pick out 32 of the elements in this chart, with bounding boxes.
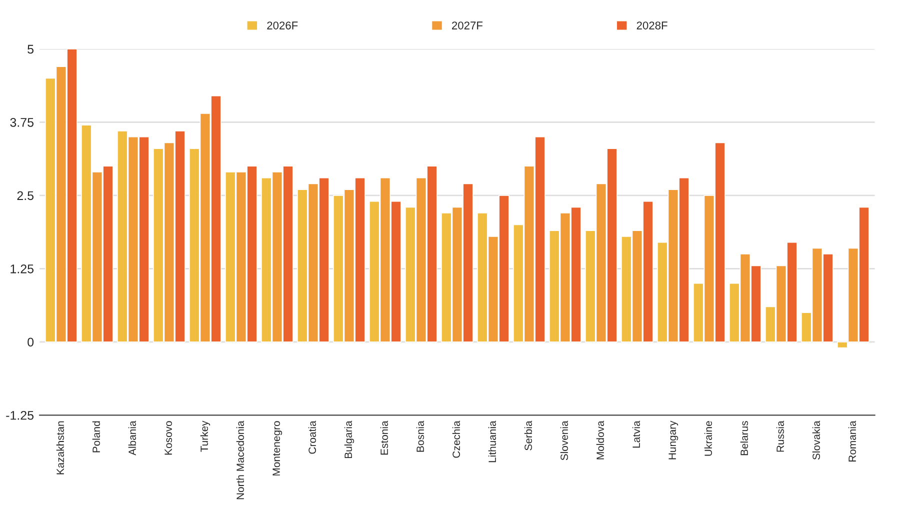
x-tick-label: Hungary [668,420,678,460]
x-tick-label: Bulgaria [344,420,354,458]
x-tick-label: Lithuania [488,420,496,462]
y-tick-label: -1.25 [6,410,34,420]
x-tick-label: Bosnia [416,420,424,452]
x-tick-label: Montenegro [272,421,282,476]
x-tick-label: Belarus [740,421,748,456]
legend-label: 2027F [452,22,483,30]
x-tick-label: Romania [848,420,856,462]
x-tick-label: Kosovo [164,421,172,455]
legend-label: 2026F [267,22,298,30]
x-tick-label: North Macedonia [236,420,244,500]
x-tick-label: Moldova [596,420,604,460]
x-tick-label: Estonia [380,420,388,455]
x-tick-label: Czechia [452,420,460,458]
x-tick-label: Serbia [524,420,532,450]
x-tick-label: Latvia [632,420,640,448]
x-tick-label: Kazakhstan [56,421,64,474]
x-tick-label: Slovenia [560,420,568,460]
legend-label: 2028F [636,22,668,30]
x-tick-label: Poland [92,421,100,452]
x-tick-label: Turkey [200,420,210,452]
x-tick-label: Croatia [308,420,316,454]
y-tick-label: 3.75 [10,118,34,127]
y-tick-label: 1.25 [10,264,34,274]
y-tick-label: 0 [28,338,34,347]
x-tick-label: Slovakia [812,420,820,460]
y-tick-label: 2.5 [17,191,34,200]
x-tick-label: Ukraine [704,421,712,456]
x-tick-label: Russia [776,420,784,452]
y-tick-label: 5 [28,44,34,54]
x-tick-label: Albania [128,420,136,456]
